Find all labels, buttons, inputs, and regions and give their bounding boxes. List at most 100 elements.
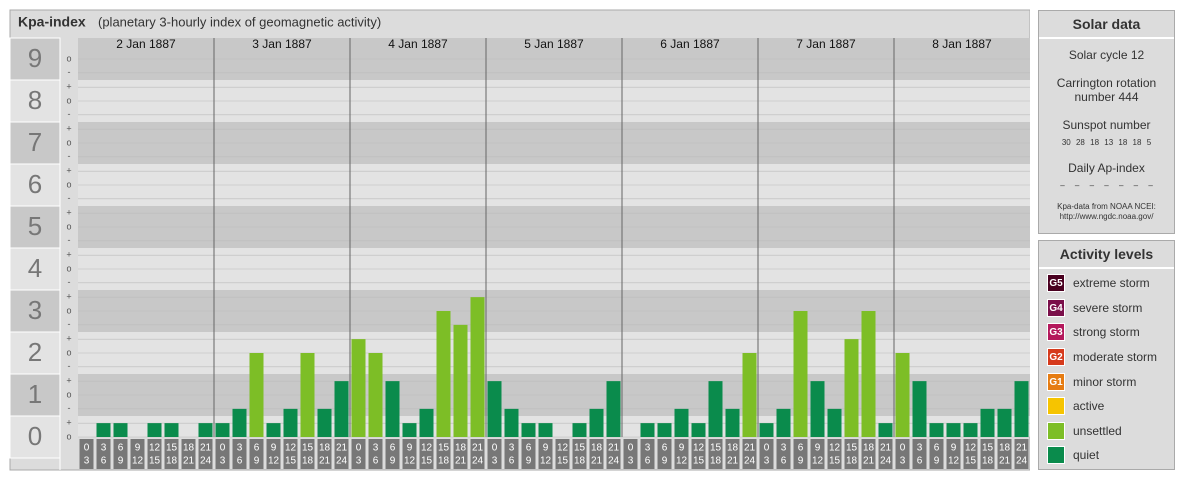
bar bbox=[96, 423, 111, 437]
hour-to: 3 bbox=[84, 456, 90, 467]
ap-value: – bbox=[1089, 181, 1095, 190]
hour-from: 0 bbox=[900, 443, 906, 454]
bar bbox=[606, 381, 621, 437]
hour-to: 24 bbox=[1016, 456, 1028, 467]
y-tick-label: o bbox=[66, 347, 71, 357]
bar bbox=[470, 297, 485, 437]
bar bbox=[980, 408, 995, 437]
bar bbox=[708, 381, 723, 437]
hour-box bbox=[538, 439, 553, 469]
bar bbox=[521, 423, 536, 437]
y-tick-label: - bbox=[68, 277, 71, 287]
hour-from: 0 bbox=[492, 443, 498, 454]
hour-to: 3 bbox=[628, 456, 634, 467]
hour-box bbox=[572, 439, 587, 469]
hour-to: 3 bbox=[220, 456, 226, 467]
hour-box bbox=[368, 439, 383, 469]
bar bbox=[674, 408, 689, 437]
hour-to: 24 bbox=[608, 456, 620, 467]
y-tick-label: o bbox=[66, 179, 71, 189]
hour-from: 21 bbox=[880, 443, 892, 454]
y-tick-label: - bbox=[68, 151, 71, 161]
hour-to: 18 bbox=[710, 456, 722, 467]
hour-box bbox=[147, 439, 162, 469]
hour-from: 9 bbox=[951, 443, 957, 454]
bar bbox=[963, 423, 978, 437]
legend-item: G5 extreme storm bbox=[1039, 271, 1174, 296]
hour-box bbox=[487, 439, 502, 469]
bar bbox=[946, 423, 961, 437]
hour-to: 18 bbox=[302, 456, 314, 467]
legend-swatch: G5 bbox=[1047, 274, 1065, 293]
hour-to: 12 bbox=[676, 456, 688, 467]
hour-from: 3 bbox=[645, 443, 651, 454]
hour-box bbox=[249, 439, 264, 469]
major-tick-label: 1 bbox=[28, 379, 42, 409]
bar bbox=[164, 423, 179, 437]
hour-to: 21 bbox=[591, 456, 603, 467]
legend-label: strong storm bbox=[1073, 325, 1140, 340]
hour-to: 3 bbox=[900, 456, 906, 467]
hour-box bbox=[1014, 439, 1029, 469]
bar bbox=[266, 423, 281, 437]
hour-box bbox=[623, 439, 638, 469]
chart-subtitle: (planetary 3-hourly index of geomagnetic… bbox=[98, 14, 381, 29]
bar bbox=[759, 423, 774, 437]
hour-to: 6 bbox=[237, 456, 243, 467]
hour-box bbox=[861, 439, 876, 469]
hour-to: 21 bbox=[183, 456, 195, 467]
y-tick-label: - bbox=[68, 67, 71, 77]
bar bbox=[776, 408, 791, 437]
hour-box bbox=[351, 439, 366, 469]
legend-swatch bbox=[1047, 446, 1065, 465]
hour-from: 6 bbox=[118, 443, 124, 454]
hour-box bbox=[521, 439, 536, 469]
hour-box bbox=[113, 439, 128, 469]
hour-box bbox=[266, 439, 281, 469]
major-tick-label: 3 bbox=[28, 295, 42, 325]
y-tick-label: o bbox=[66, 431, 71, 441]
hour-to: 18 bbox=[982, 456, 994, 467]
hour-from: 15 bbox=[574, 443, 586, 454]
bar bbox=[385, 381, 400, 437]
hour-from: 18 bbox=[319, 443, 331, 454]
bar bbox=[844, 339, 859, 437]
y-tick-label: + bbox=[66, 82, 71, 92]
major-tick-label: 0 bbox=[28, 421, 42, 451]
hour-to: 6 bbox=[101, 456, 107, 467]
bar bbox=[198, 423, 213, 437]
hour-box bbox=[742, 439, 757, 469]
bar bbox=[283, 408, 298, 437]
bar bbox=[368, 353, 383, 437]
hour-from: 0 bbox=[220, 443, 226, 454]
hour-box bbox=[334, 439, 349, 469]
hour-from: 18 bbox=[863, 443, 875, 454]
hour-box bbox=[640, 439, 655, 469]
legend-label: active bbox=[1073, 399, 1105, 414]
day-label: 4 Jan 1887 bbox=[388, 37, 448, 51]
hour-box bbox=[878, 439, 893, 469]
bar bbox=[572, 423, 587, 437]
hour-box bbox=[232, 439, 247, 469]
hour-box bbox=[470, 439, 485, 469]
day-label: 8 Jan 1887 bbox=[932, 37, 992, 51]
hour-from: 3 bbox=[101, 443, 107, 454]
hour-to: 21 bbox=[319, 456, 331, 467]
hour-from: 15 bbox=[438, 443, 450, 454]
hour-to: 9 bbox=[254, 456, 260, 467]
hour-to: 3 bbox=[356, 456, 362, 467]
hour-from: 21 bbox=[472, 443, 484, 454]
bar bbox=[997, 408, 1012, 437]
band bbox=[78, 416, 1030, 437]
hour-from: 9 bbox=[407, 443, 413, 454]
hour-from: 12 bbox=[285, 443, 297, 454]
hour-from: 15 bbox=[846, 443, 858, 454]
hour-from: 0 bbox=[356, 443, 362, 454]
hour-from: 12 bbox=[693, 443, 705, 454]
hour-box bbox=[827, 439, 842, 469]
hour-to: 9 bbox=[798, 456, 804, 467]
sunspot-number: 13 bbox=[1104, 138, 1114, 147]
hour-from: 9 bbox=[679, 443, 685, 454]
source-note: Kpa-data from NOAA NCEI: http://www.ngdc.… bbox=[1039, 202, 1174, 222]
